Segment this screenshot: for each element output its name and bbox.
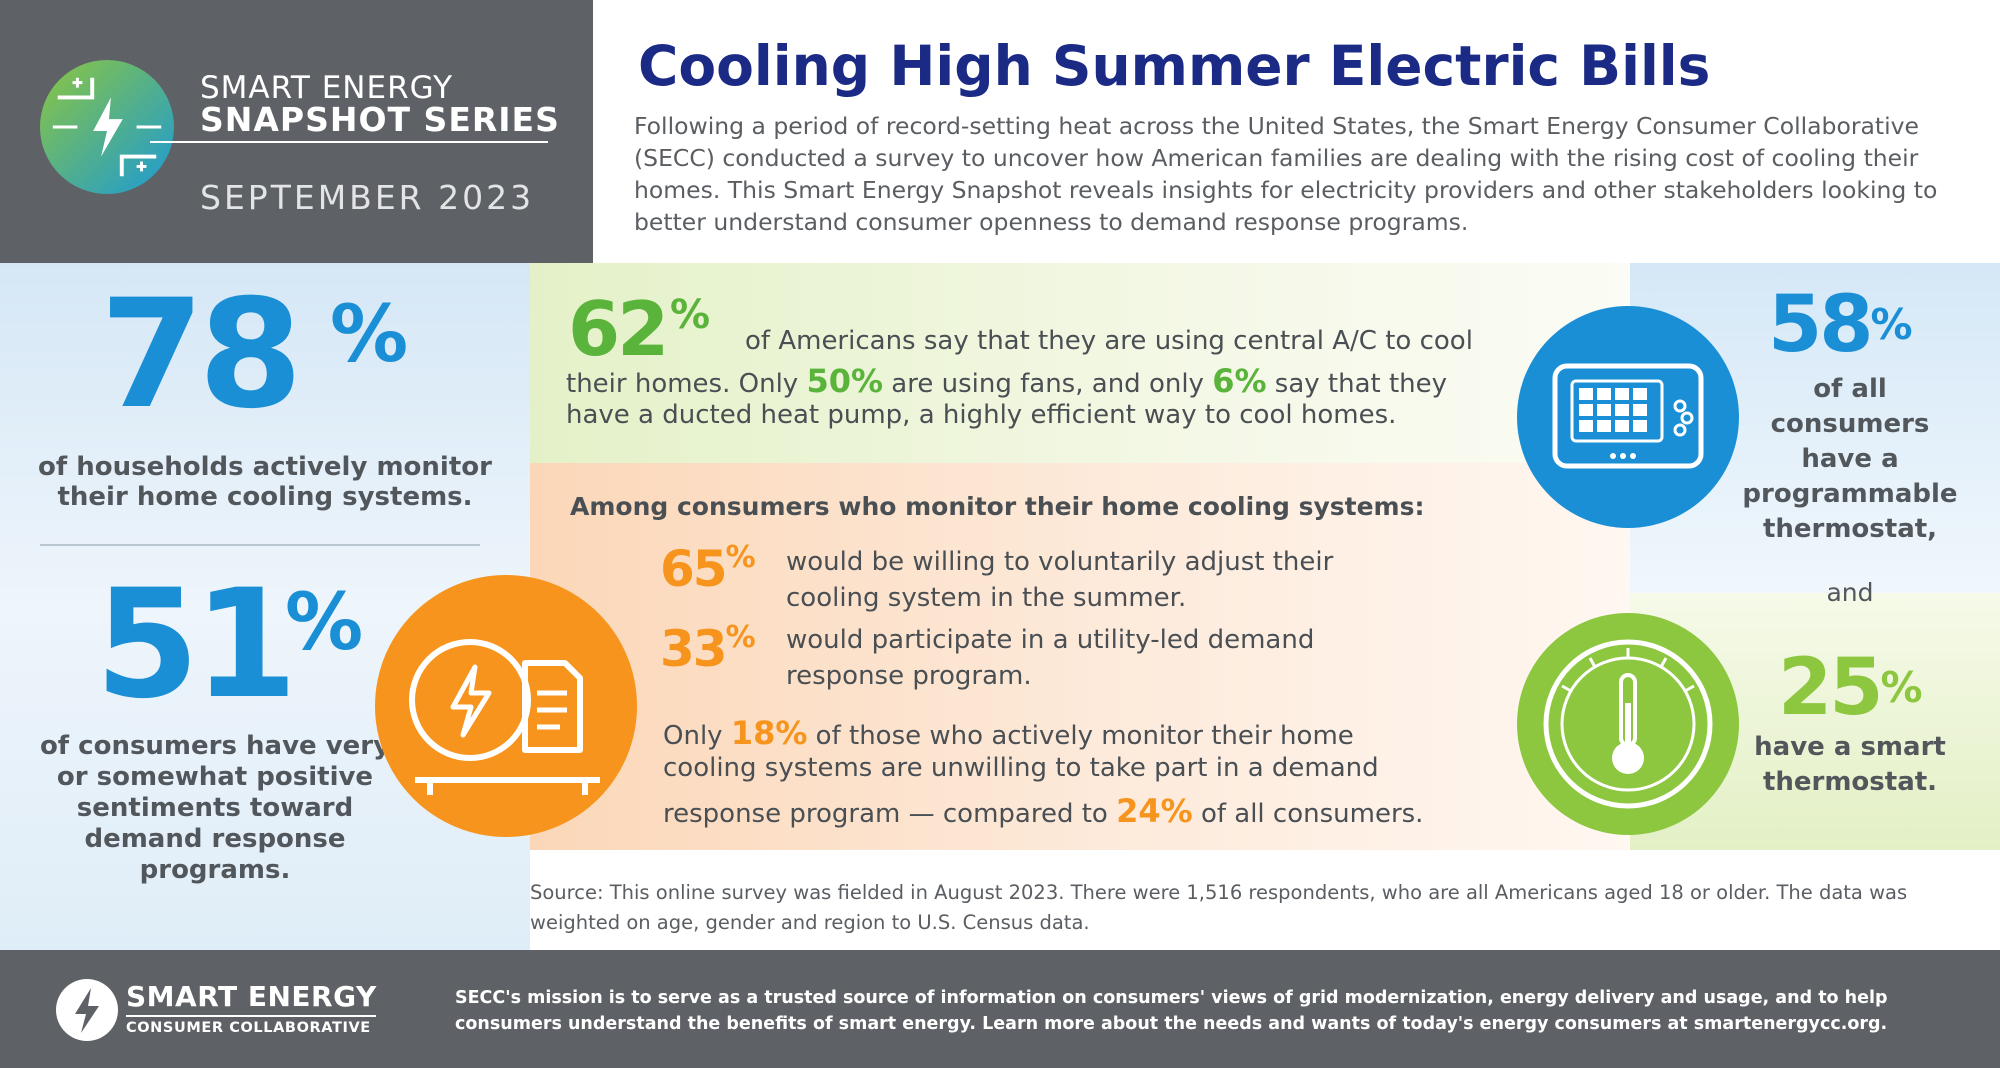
stat-65-percent: %	[725, 540, 756, 575]
stat-62-line3: have a ducted heat pump, a highly effici…	[566, 400, 1397, 430]
stat-51-caption: of consumers have very or somewhat posit…	[39, 731, 391, 885]
stat-25-number: 25	[1778, 643, 1884, 733]
smart-thermostat-icon	[1543, 639, 1713, 809]
footer-org-subtitle: CONSUMER COLLABORATIVE	[126, 1020, 371, 1036]
unwilling-all-percent: 24%	[1116, 792, 1193, 830]
stat-51-percent: %	[285, 578, 364, 668]
secc-logo-icon	[56, 979, 118, 1041]
only-line1-rest: of those who actively monitor their home	[807, 721, 1354, 751]
stat-78-number: 78	[100, 268, 303, 442]
series-date: SEPTEMBER 2023	[200, 178, 535, 217]
stat-62-number: 62	[568, 285, 669, 373]
header-title-panel	[593, 0, 2000, 263]
line2-text-c: say that they	[1266, 369, 1448, 399]
stat-25-percent: %	[1880, 663, 1923, 712]
footer-bar	[0, 950, 2000, 1068]
only-line3-text-b: of all consumers.	[1192, 799, 1424, 829]
stat-33: 33%	[660, 620, 756, 678]
stat-62-percent: %	[670, 292, 711, 338]
stat-25-caption: have a smart thermostat.	[1754, 732, 1946, 797]
stat-62-line2: their homes. Only 50% are using fans, an…	[566, 362, 1447, 400]
stat-51-number: 51	[95, 558, 298, 732]
only-text: Only	[663, 721, 731, 751]
stat-78-caption: of households actively monitor their hom…	[38, 452, 492, 512]
only-18-line3: response program — compared to 24% of al…	[663, 792, 1423, 830]
stat-58-number: 58	[1768, 280, 1874, 370]
line2-text-a: their homes. Only	[566, 369, 807, 399]
fans-percent: 50%	[806, 362, 884, 400]
and-label: and	[1826, 578, 1874, 607]
source-note: Source: This online survey was fielded i…	[530, 881, 1908, 934]
only-18-line2: cooling systems are unwilling to take pa…	[663, 753, 1379, 783]
stat-78-percent: %	[330, 290, 409, 380]
programmable-thermostat-icon	[1552, 363, 1704, 469]
page-title: Cooling High Summer Electric Bills	[638, 34, 1711, 98]
green-stat-panel	[530, 263, 1630, 463]
stat-33-number: 33	[660, 620, 728, 678]
stat-65-caption: would be willing to voluntarily adjust t…	[786, 547, 1334, 613]
only-18-line1: Only 18% of those who actively monitor t…	[663, 714, 1354, 752]
stat-33-caption: would participate in a utility-led deman…	[786, 625, 1315, 691]
stat-58-caption: of all consumers have a programmable the…	[1742, 374, 1958, 544]
series-title-line2: SNAPSHOT SERIES	[200, 100, 560, 139]
unwilling-monitor-percent: 18%	[730, 714, 808, 752]
footer-mission: SECC's mission is to serve as a trusted …	[455, 988, 1888, 1034]
bill-icon-circle	[375, 575, 637, 837]
stat-58: 58%	[1768, 285, 1913, 365]
line2-text-b: are using fans, and only	[883, 369, 1213, 399]
series-title-line1: SMART ENERGY	[200, 70, 454, 106]
only-line3-text-a: response program — compared to	[663, 799, 1117, 829]
stat-58-percent: %	[1870, 300, 1913, 349]
bill-lightning-icon	[409, 639, 600, 795]
stat-65-number: 65	[660, 540, 728, 598]
right-end-panel	[1630, 850, 2000, 950]
intro-paragraph: Following a period of record-setting hea…	[634, 112, 1938, 236]
stat-33-percent: %	[725, 620, 756, 655]
stat-65: 65%	[660, 540, 756, 598]
left-divider	[40, 544, 480, 546]
heat-pump-percent: 6%	[1212, 362, 1267, 400]
orange-stat-panel	[530, 463, 1630, 850]
snapshot-series-logo-icon	[39, 59, 175, 195]
footer-org-name: SMART ENERGY	[126, 980, 377, 1013]
stat-25: 25%	[1778, 648, 1923, 728]
source-panel	[530, 850, 1630, 950]
monitor-heading: Among consumers who monitor their home c…	[570, 492, 1425, 521]
footer-org-divider	[126, 1015, 376, 1017]
stat-62-line1: of Americans say that they are using cen…	[745, 326, 1473, 356]
series-divider	[150, 141, 548, 143]
